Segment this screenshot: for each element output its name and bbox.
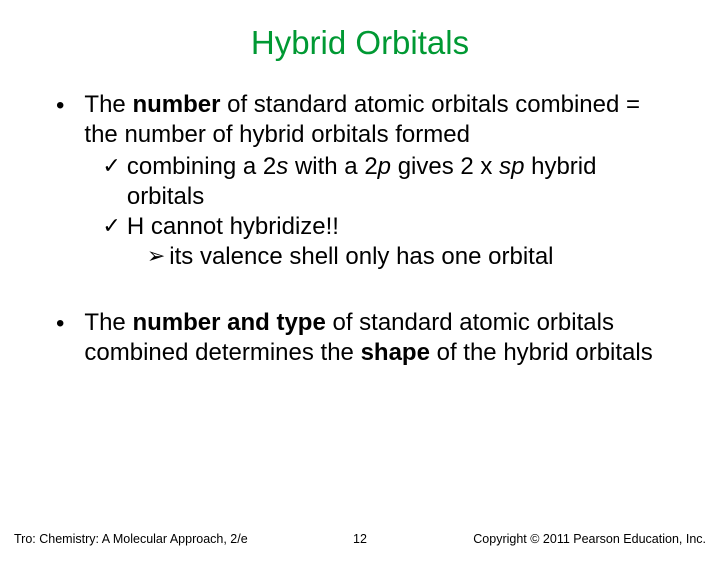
- text-bold: number and type: [132, 309, 325, 336]
- bullet-dot-icon: •: [56, 94, 64, 118]
- sub-bullet-item: ✓ H cannot hybridize!! ➢ its valence she…: [102, 212, 672, 272]
- text-bold: shape: [361, 339, 430, 366]
- sub-bullet-body: combining a 2s with a 2p gives 2 x sp hy…: [127, 152, 672, 212]
- text-italic: s: [276, 153, 288, 180]
- text-run: The: [84, 309, 132, 336]
- footer-copyright: Copyright © 2011 Pearson Education, Inc.: [381, 532, 706, 546]
- sub2-bullet-list: ➢ its valence shell only has one orbital: [147, 242, 554, 272]
- bullet-body: The number and type of standard atomic o…: [84, 308, 672, 368]
- text-run: combining a 2: [127, 153, 276, 180]
- text-run: gives 2 x: [391, 153, 499, 180]
- bullet-body: The number of standard atomic orbitals c…: [84, 90, 672, 272]
- sub2-bullet-item: ➢ its valence shell only has one orbital: [147, 242, 554, 272]
- text-bold: number: [132, 91, 220, 118]
- text-run: its valence shell only has one orbital: [169, 242, 553, 272]
- footer-left: Tro: Chemistry: A Molecular Approach, 2/…: [14, 532, 339, 546]
- text-italic: p: [378, 153, 391, 180]
- text-italic: sp: [499, 153, 524, 180]
- slide: Hybrid Orbitals • The number of standard…: [0, 24, 720, 564]
- bullet-dot-icon: •: [56, 312, 64, 336]
- text-run: The: [84, 91, 132, 118]
- text-run: with a 2: [288, 153, 377, 180]
- footer-page-number: 12: [339, 532, 381, 546]
- slide-footer: Tro: Chemistry: A Molecular Approach, 2/…: [0, 532, 720, 546]
- sub-bullet-list: ✓ combining a 2s with a 2p gives 2 x sp …: [102, 152, 672, 272]
- text-run: H cannot hybridize!!: [127, 213, 339, 240]
- sub-bullet-item: ✓ combining a 2s with a 2p gives 2 x sp …: [102, 152, 672, 212]
- text-run: of the hybrid orbitals: [430, 339, 653, 366]
- arrow-icon: ➢: [147, 242, 165, 270]
- sub-bullet-body: H cannot hybridize!! ➢ its valence shell…: [127, 212, 554, 272]
- bullet-item: • The number and type of standard atomic…: [56, 308, 672, 368]
- slide-content: • The number of standard atomic orbitals…: [0, 90, 720, 368]
- slide-title: Hybrid Orbitals: [0, 24, 720, 62]
- bullet-item: • The number of standard atomic orbitals…: [56, 90, 672, 272]
- check-icon: ✓: [102, 152, 120, 180]
- check-icon: ✓: [102, 212, 120, 240]
